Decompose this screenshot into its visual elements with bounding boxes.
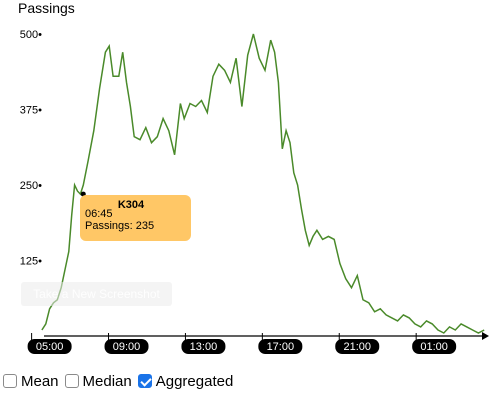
y-tick-label: 500• bbox=[20, 29, 42, 41]
tooltip-title: K304 bbox=[118, 199, 145, 211]
x-tick-label: 21:00 bbox=[343, 341, 371, 353]
tooltip: K304 06:45 Passings: 235 bbox=[80, 195, 191, 241]
median-label: Median bbox=[82, 372, 132, 390]
series-line bbox=[41, 33, 485, 334]
passings-chart: Passings 125• 250• 375• 500• 05:00 09:00 13:0… bbox=[18, 0, 489, 354]
x-tick-label: 17:00 bbox=[267, 341, 295, 353]
median-checkbox[interactable] bbox=[64, 374, 79, 388]
y-axis: 125• 250• 375• 500• bbox=[20, 29, 42, 267]
x-tick-label: 05:00 bbox=[36, 341, 64, 353]
series-options: Mean Median Aggregated bbox=[3, 370, 239, 392]
x-tick-badge bbox=[181, 339, 226, 354]
x-tick-badge bbox=[412, 339, 457, 354]
x-tick-badge bbox=[258, 339, 303, 354]
y-tick-label: 125• bbox=[20, 256, 42, 268]
y-tick-label: 375• bbox=[20, 105, 42, 117]
tooltip-time: 06:45 bbox=[85, 208, 113, 220]
x-tick-label: 01:00 bbox=[420, 341, 448, 353]
x-tick-badge bbox=[104, 339, 149, 354]
x-tick-label: 13:00 bbox=[190, 341, 218, 353]
mean-label: Mean bbox=[21, 372, 59, 390]
tooltip-box bbox=[80, 195, 191, 241]
x-tick-label: 09:00 bbox=[113, 341, 141, 353]
aggregated-checkbox[interactable] bbox=[137, 374, 152, 388]
mean-option[interactable]: Mean bbox=[3, 373, 59, 390]
x-axis-arrow bbox=[482, 332, 489, 340]
aggregated-label: Aggregated bbox=[155, 372, 234, 390]
mean-checkbox[interactable] bbox=[3, 374, 17, 388]
x-tick-badge bbox=[335, 339, 380, 354]
tooltip-value: Passings: 235 bbox=[85, 220, 154, 232]
y-tick-label: 250• bbox=[20, 180, 42, 192]
x-axis: 05:00 09:00 13:00 17:00 21:00 01:00 bbox=[27, 332, 489, 354]
median-option[interactable]: Median bbox=[64, 372, 132, 390]
take-screenshot-button[interactable]: Take a New Screenshot bbox=[21, 282, 172, 306]
aggregated-option[interactable]: Aggregated bbox=[137, 372, 234, 390]
x-tick-badge bbox=[27, 339, 72, 354]
y-axis-title: Passings bbox=[18, 0, 75, 16]
